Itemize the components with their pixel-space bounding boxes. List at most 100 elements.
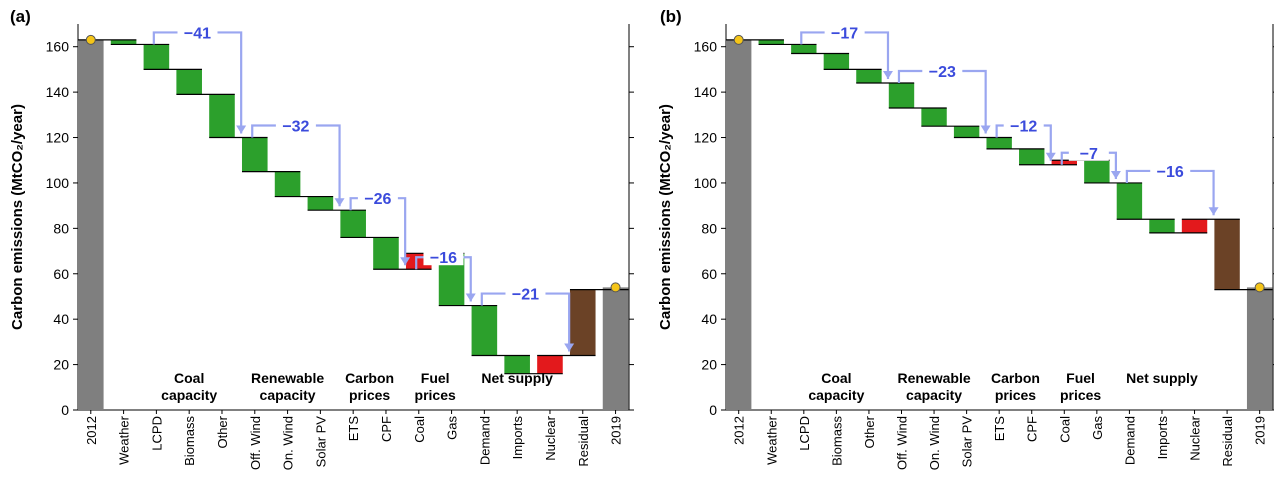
group-label-line2: prices <box>995 387 1036 403</box>
waterfall-bar <box>307 196 334 211</box>
x-tick-label: 2012 <box>732 416 747 445</box>
bracket-arrowhead <box>564 343 575 352</box>
waterfall-bar <box>921 108 947 127</box>
x-tick-label: Imports <box>1155 416 1170 460</box>
x-tick-label: 2019 <box>609 416 624 445</box>
y-tick-label: 40 <box>53 311 69 327</box>
y-tick-label: 140 <box>46 84 70 100</box>
x-tick-label: CPF <box>1025 416 1040 442</box>
y-tick-label: 140 <box>694 84 718 100</box>
waterfall-bar <box>1149 219 1175 233</box>
waterfall-bar <box>176 69 202 95</box>
waterfall-bar <box>241 137 268 172</box>
x-tick-label: LCPD <box>797 416 812 451</box>
x-tick-label: ETS <box>346 416 361 442</box>
x-tick-label: Biomass <box>182 416 197 466</box>
bracket-total-label: −7 <box>1080 146 1098 163</box>
bracket-total-label: −17 <box>831 25 858 42</box>
waterfall-panel-b: (b) Carbon emissions (MtCO₂/year) 0 20 40 60 8… <box>657 7 1274 470</box>
x-tick-label: Weather <box>764 415 779 465</box>
y-axis-title: Carbon emissions (MtCO₂/year) <box>9 104 26 330</box>
x-tick-label: Gas <box>445 416 460 440</box>
group-label: Coal <box>174 370 204 386</box>
bracket-label-bg <box>824 22 865 41</box>
x-tick-label: Residual <box>1220 416 1235 467</box>
y-tick-label: 60 <box>53 266 69 282</box>
group-label: Fuel <box>1066 370 1095 386</box>
waterfall-bar <box>1051 160 1077 165</box>
bracket-total-label: −16 <box>1157 164 1184 181</box>
waterfall-bar <box>209 94 235 138</box>
waterfall-bar <box>373 237 399 270</box>
bracket-total-label: −23 <box>929 64 956 81</box>
group-label-line2: prices <box>415 387 456 403</box>
bracket-label-bg <box>1068 142 1109 161</box>
end-bar <box>602 287 629 410</box>
bracket-label-bg <box>505 283 546 302</box>
y-tick-label: 20 <box>53 357 69 373</box>
x-tick-label: Residual <box>576 416 591 467</box>
x-tick-label: Solar PV <box>313 416 328 468</box>
waterfall-bar <box>953 126 980 138</box>
start-bar <box>78 39 104 411</box>
bracket-label-bg <box>423 247 464 266</box>
y-tick-label: 120 <box>694 130 718 146</box>
x-tick-label: Off. Wind <box>248 416 263 470</box>
waterfall-bar <box>143 44 170 70</box>
group-label-line2: capacity <box>161 387 217 403</box>
group-label-line2: capacity <box>906 387 962 403</box>
bracket-total-label: −32 <box>282 119 309 136</box>
y-tick-label: 0 <box>61 402 69 418</box>
waterfall-bar <box>1181 219 1208 233</box>
group-label-line2: prices <box>1060 387 1101 403</box>
waterfall-bar <box>856 69 882 84</box>
waterfall-bar <box>823 53 850 70</box>
y-tick-label: 40 <box>701 311 717 327</box>
group-label: Net supply <box>1126 370 1198 386</box>
end-marker <box>1254 282 1265 293</box>
x-tick-label: Coal <box>1057 416 1072 443</box>
waterfall-panel-a: (a) Carbon emissions (MtCO₂/year) 0 20 40 60 8… <box>9 7 634 470</box>
waterfall-bar <box>888 83 915 109</box>
x-tick-label: Gas <box>1090 416 1105 440</box>
y-tick-label: 100 <box>46 175 70 191</box>
bracket-total-label: −16 <box>430 250 457 267</box>
x-tick-label: Nuclear <box>543 415 558 460</box>
start-marker <box>85 34 96 45</box>
x-tick-label: On. Wind <box>281 416 296 470</box>
panel-letter: (b) <box>660 7 682 26</box>
y-tick-label: 100 <box>694 175 718 191</box>
bracket-arrowhead <box>1208 207 1219 216</box>
group-label: Carbon <box>345 370 394 386</box>
waterfall-bar <box>986 137 1012 149</box>
x-tick-label: Biomass <box>829 416 844 466</box>
y-tick-label: 120 <box>46 130 70 146</box>
bracket-arrowhead <box>334 198 345 207</box>
end-marker <box>610 282 621 293</box>
bracket-total-label: −12 <box>1010 119 1037 136</box>
bracket-label-bg <box>275 115 316 134</box>
waterfall-bar <box>110 39 137 45</box>
waterfall-bar <box>340 210 366 238</box>
x-tick-label: 2019 <box>1253 416 1268 445</box>
bracket-arrowhead <box>1045 152 1056 161</box>
group-label: Coal <box>821 370 851 386</box>
bracket-arrowhead <box>1110 170 1121 179</box>
group-label: Fuel <box>421 370 450 386</box>
bracket-arrowhead <box>400 257 411 266</box>
y-tick-label: 80 <box>701 220 717 236</box>
group-label: Net supply <box>481 370 553 386</box>
waterfall-bar <box>1084 160 1110 183</box>
x-tick-label: Off. Wind <box>894 416 909 470</box>
x-tick-label: Weather <box>117 415 132 465</box>
waterfall-bar <box>1019 148 1045 165</box>
y-tick-label: 20 <box>701 357 717 373</box>
waterfall-bar <box>1214 219 1240 290</box>
y-tick-label: 60 <box>701 266 717 282</box>
bracket-label-bg <box>177 22 218 41</box>
x-tick-label: 2012 <box>84 416 99 445</box>
x-tick-label: CPF <box>379 416 394 442</box>
x-tick-label: Imports <box>510 416 525 460</box>
waterfall-bar <box>471 305 498 356</box>
